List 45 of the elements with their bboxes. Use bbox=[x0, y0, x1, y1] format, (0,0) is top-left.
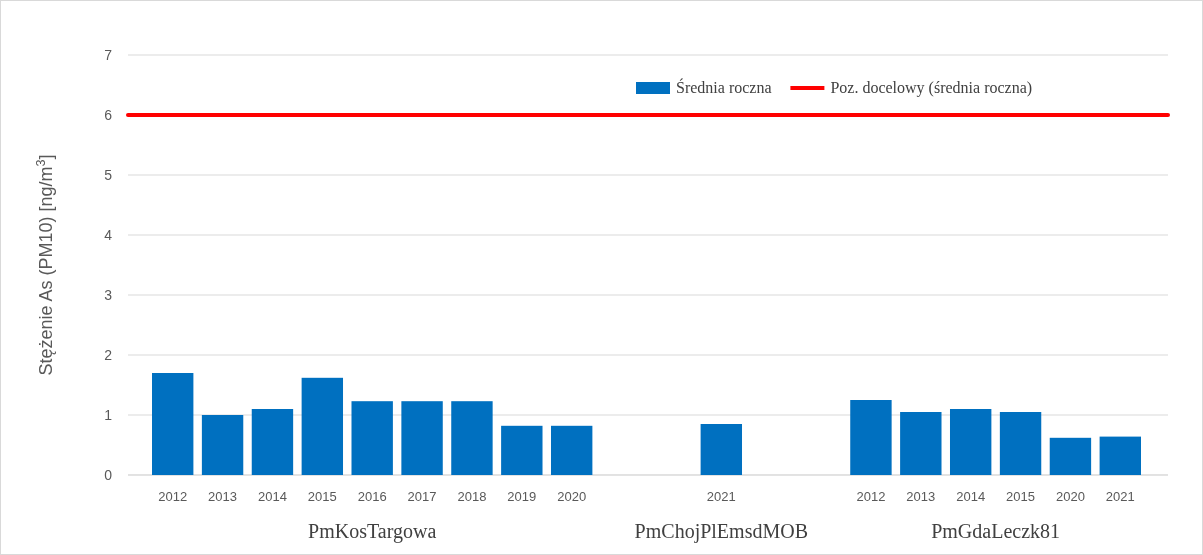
bar bbox=[949, 409, 992, 475]
x-tick-label: 2021 bbox=[1105, 489, 1135, 504]
text: PmKosTargowa bbox=[308, 520, 437, 543]
text: PmGdaLeczk81 bbox=[931, 520, 1061, 542]
bar bbox=[700, 424, 743, 475]
x-tick-label: 2012 bbox=[158, 489, 188, 504]
y-tick-label: 1 bbox=[104, 407, 113, 423]
x-tick-label: 2021 bbox=[706, 489, 736, 504]
x-tick-label: 2013 bbox=[208, 489, 238, 504]
bar bbox=[550, 425, 593, 475]
bar bbox=[301, 377, 344, 475]
bar bbox=[451, 401, 493, 475]
x-tick-label: 2014 bbox=[257, 489, 287, 504]
y-tick-label: 0 bbox=[104, 467, 113, 483]
y-tick-label: 3 bbox=[104, 287, 113, 303]
y-tick-label: 2 bbox=[104, 347, 113, 363]
bar bbox=[401, 401, 443, 475]
y-tick-label: 5 bbox=[104, 167, 113, 183]
legend-label: Średnia roczna bbox=[676, 78, 772, 96]
x-tick-label: 2020 bbox=[557, 489, 587, 504]
bar bbox=[152, 373, 194, 475]
x-tick-label: 2016 bbox=[357, 489, 387, 504]
bar bbox=[900, 412, 942, 475]
bar bbox=[501, 425, 543, 475]
x-tick-label: 2015 bbox=[307, 489, 337, 504]
bar bbox=[251, 409, 294, 475]
x-tick-label: 2015 bbox=[1006, 489, 1036, 504]
x-tick-label: 2018 bbox=[457, 489, 487, 504]
x-tick-label: 2013 bbox=[906, 489, 936, 504]
x-tick-label: 2012 bbox=[856, 489, 886, 504]
x-tick-label: 2014 bbox=[956, 489, 986, 504]
bar bbox=[850, 400, 892, 475]
bar bbox=[999, 412, 1042, 475]
legend-label: Poz. docelowy (średnia roczna) bbox=[830, 79, 1033, 97]
y-tick-label: 7 bbox=[104, 47, 113, 63]
y-tick-label: 4 bbox=[104, 227, 113, 243]
y-tick-label: 6 bbox=[104, 107, 113, 123]
bar bbox=[201, 415, 244, 475]
x-tick-label: 2020 bbox=[1055, 489, 1085, 504]
x-tick-label: 2017 bbox=[407, 489, 437, 504]
bar bbox=[351, 401, 393, 475]
bar bbox=[1099, 436, 1141, 475]
x-tick-label: 2019 bbox=[507, 489, 537, 504]
text: PmChojPlEmsdMOB bbox=[634, 520, 809, 543]
bar bbox=[1049, 437, 1092, 475]
